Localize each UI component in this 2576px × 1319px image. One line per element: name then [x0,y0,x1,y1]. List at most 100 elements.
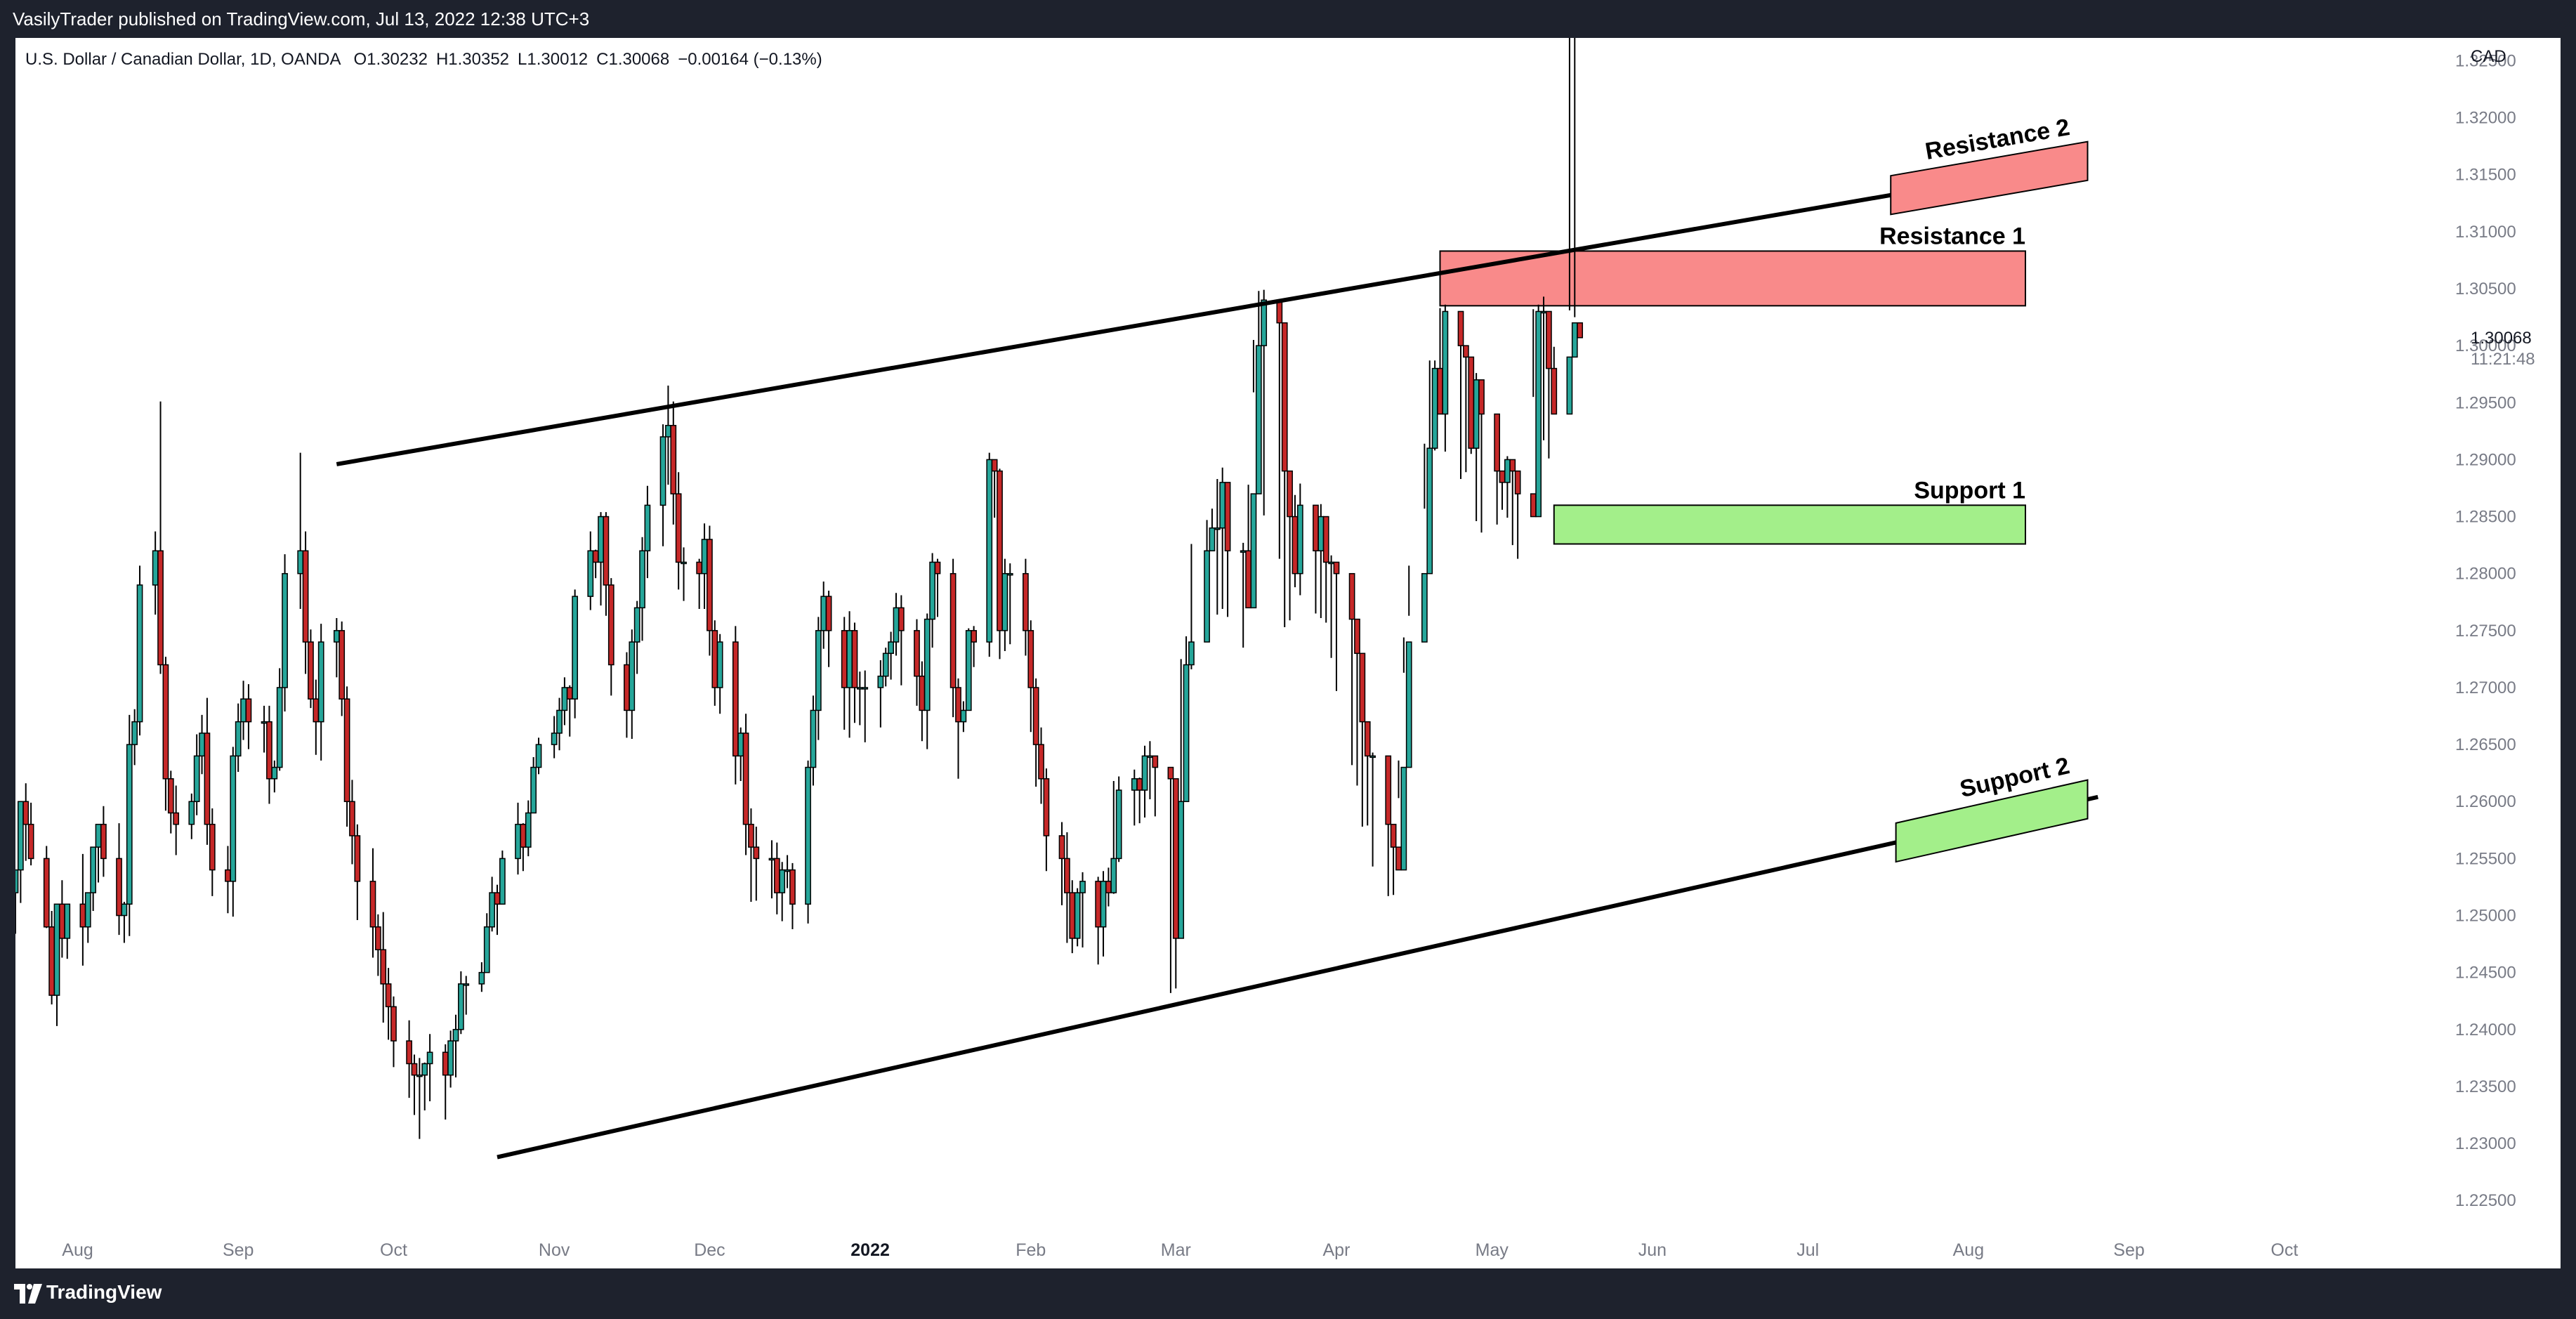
candle-body [1074,892,1081,939]
candle-body [1292,516,1299,575]
candle-body [1405,641,1412,768]
candle-body [22,801,29,825]
candle-body [1499,470,1506,483]
candle-body [1322,516,1329,563]
symbol-name: U.S. Dollar / Canadian Dollar, 1D, OANDA [25,50,341,69]
candle-body [1069,892,1076,939]
candle-body [914,630,920,677]
candle-body [1359,652,1366,723]
candle-body [1509,459,1516,472]
candle-body [426,1051,433,1065]
candle-body [1317,516,1325,551]
candle-body [742,733,749,825]
candle-body [1110,858,1117,893]
candle-body [1023,572,1029,631]
candle-body [603,516,610,586]
x-tick-label: Sep [223,1240,254,1260]
candle-body [1504,459,1511,483]
candle-body [773,858,780,893]
candle-body [633,607,640,643]
candle-body [1281,322,1288,472]
candle-body [483,926,490,973]
candle-body [188,801,195,825]
candle-body [1152,755,1159,768]
candle-body [374,926,381,950]
x-tick-label: Apr [1323,1240,1351,1260]
candle-body [779,869,786,893]
x-tick-label: Dec [694,1240,725,1260]
candle-body [297,550,304,575]
x-tick-label: Sep [2113,1240,2144,1260]
candle-body [1348,572,1355,620]
support-2-zone [1895,779,2089,863]
candle-body [494,892,501,905]
candle-body [1463,345,1469,358]
candle-body [313,698,320,723]
candle-body [1313,504,1319,551]
candle-body [1333,561,1340,575]
y-tick-label: 1.29500 [2455,393,2516,412]
candle-body [898,607,905,631]
candle-body [48,926,55,996]
candle-body [1530,493,1537,518]
candle-body [317,641,324,723]
y-tick-label: 1.30000 [2455,336,2516,355]
candle-body [167,778,174,814]
candle-body [841,630,848,688]
candle-body [1571,322,1578,358]
candle-body [199,733,205,757]
candle-body [1255,345,1262,494]
y-tick-label: 1.31000 [2455,223,2516,242]
y-tick-label: 1.30500 [2455,280,2516,298]
candle-body [1276,299,1283,324]
publisher-text: VasilyTrader published on TradingView.co… [13,8,590,29]
candle-body [1006,572,1013,576]
candle-body [1224,482,1231,551]
candle-body [856,687,863,690]
candle-body [1136,778,1143,791]
candle-body [1038,744,1044,780]
candle-body [225,869,231,882]
candle-body [1546,310,1552,369]
candle-body [1250,493,1257,609]
x-tick-label: Oct [380,1240,407,1260]
y-tick-label: 1.31500 [2455,166,2516,185]
candle-body [820,596,827,631]
candle-body [1105,881,1112,893]
candle-body [530,766,537,814]
candle-body [919,675,926,711]
resistance-2-zone [1890,140,2089,216]
candle-body [53,903,60,996]
y-tick-label: 1.25500 [2455,849,2516,868]
candle-body [136,584,143,723]
y-tick-label: 1.26000 [2455,792,2516,811]
candle-body [1032,687,1039,745]
candle-body [64,903,71,939]
candle-body [551,733,558,745]
candle-body [411,1063,418,1076]
candle-body [1577,322,1584,339]
candle-body [1296,504,1303,575]
candle-body [261,721,268,724]
candle-body [489,892,495,928]
y-tick-label: 1.28500 [2455,508,2516,527]
candle-body [696,561,703,575]
candle-body [1385,755,1392,825]
candle-body [79,903,86,928]
candle-body [1219,482,1226,529]
candle-body [1473,379,1480,449]
candle-body [960,709,967,723]
candle-body [463,983,470,986]
candle-body [406,1040,412,1065]
candle-body [732,641,739,757]
candle-body [991,459,998,472]
y-tick-label: 1.24500 [2455,964,2516,983]
candle-body [458,983,464,1030]
candle-body [84,892,91,928]
candle-body [924,618,931,711]
candle-body [707,539,713,631]
candle-body [1043,778,1050,836]
candle-body [209,823,216,871]
tradingview-brand: TradingView [46,1281,162,1303]
